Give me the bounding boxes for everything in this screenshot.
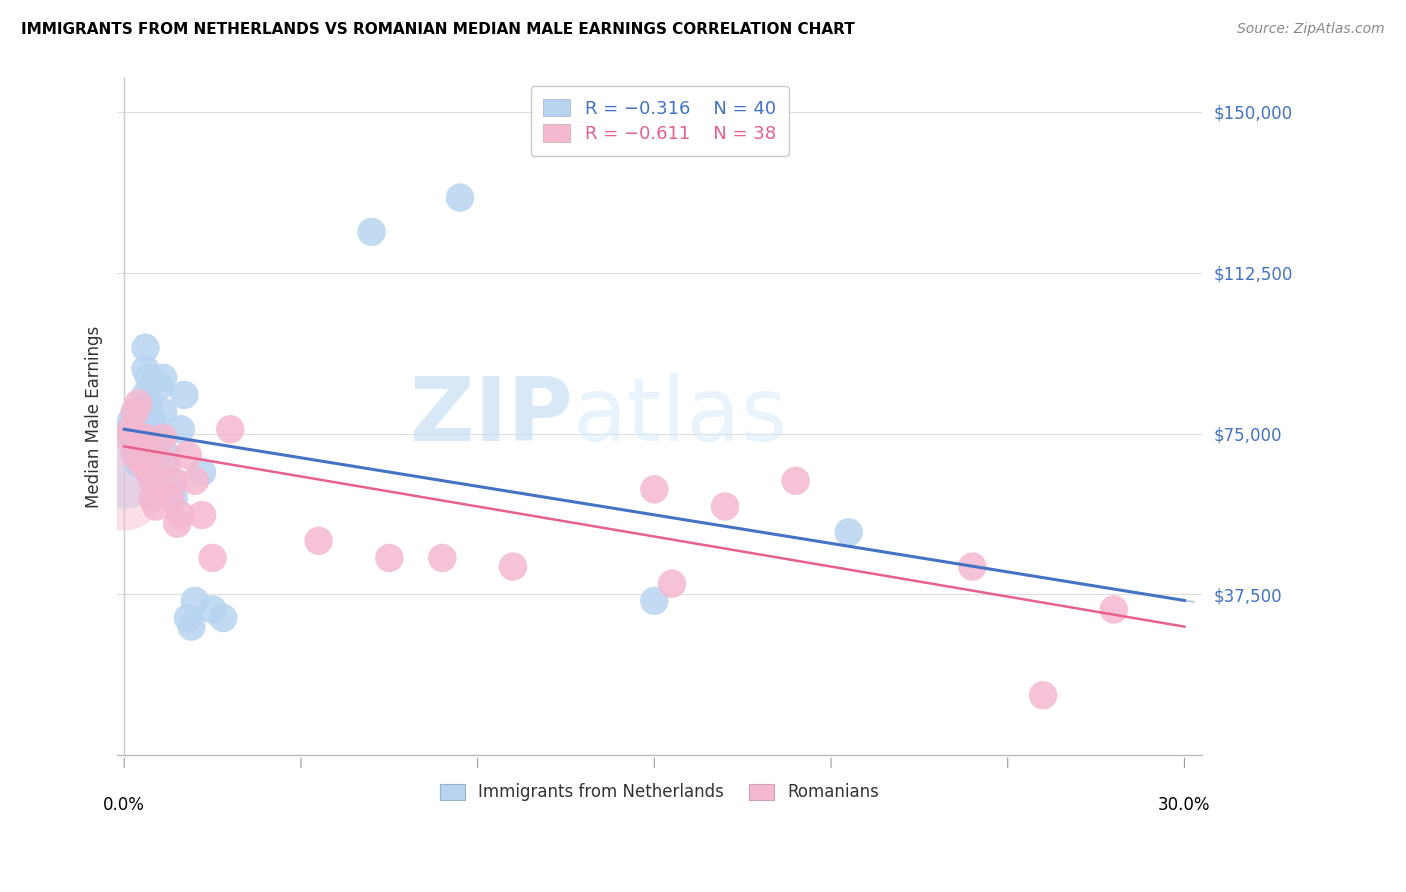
Point [360, 225, 382, 239]
Point [1032, 688, 1054, 702]
Point [201, 602, 224, 616]
Point [661, 576, 683, 591]
Point [191, 508, 214, 522]
Legend: Immigrants from Netherlands, Romanians: Immigrants from Netherlands, Romanians [433, 777, 886, 808]
Point [163, 474, 186, 488]
Text: 30.0%: 30.0% [1159, 796, 1211, 814]
Point [127, 396, 149, 410]
Point [145, 500, 167, 514]
Point [120, 414, 142, 428]
Point [141, 474, 163, 488]
Point [124, 405, 146, 419]
Point [138, 448, 160, 462]
Point [131, 435, 153, 450]
Y-axis label: Median Male Earnings: Median Male Earnings [86, 326, 103, 508]
Point [117, 431, 139, 445]
Point [502, 559, 524, 574]
Text: 0.0%: 0.0% [103, 796, 145, 814]
Point [112, 483, 135, 497]
Point [170, 422, 193, 436]
Point [378, 551, 401, 566]
Point [149, 379, 172, 393]
Point [134, 388, 156, 402]
Point [152, 371, 174, 385]
Point [112, 457, 135, 471]
Point [127, 414, 149, 428]
Point [152, 431, 174, 445]
Point [177, 448, 200, 462]
Point [141, 491, 163, 505]
Point [131, 422, 153, 436]
Point [120, 431, 142, 445]
Point [785, 474, 807, 488]
Point [156, 457, 179, 471]
Point [163, 491, 186, 505]
Point [838, 525, 860, 540]
Point [184, 594, 207, 608]
Point [173, 388, 195, 402]
Point [127, 457, 149, 471]
Point [131, 457, 153, 471]
Point [117, 426, 139, 441]
Point [131, 448, 153, 462]
Point [643, 594, 665, 608]
Point [166, 516, 188, 531]
Point [145, 483, 167, 497]
Point [138, 465, 160, 479]
Point [127, 431, 149, 445]
Point [120, 422, 142, 436]
Point [134, 431, 156, 445]
Point [449, 190, 471, 204]
Point [962, 559, 984, 574]
Text: IMMIGRANTS FROM NETHERLANDS VS ROMANIAN MEDIAN MALE EARNINGS CORRELATION CHART: IMMIGRANTS FROM NETHERLANDS VS ROMANIAN … [21, 22, 855, 37]
Point [177, 611, 200, 625]
Point [131, 439, 153, 453]
Point [152, 405, 174, 419]
Text: Source: ZipAtlas.com: Source: ZipAtlas.com [1237, 22, 1385, 37]
Point [156, 448, 179, 462]
Point [159, 491, 181, 505]
Point [212, 611, 235, 625]
Point [134, 362, 156, 376]
Point [134, 457, 156, 471]
Point [134, 457, 156, 471]
Point [191, 465, 214, 479]
Point [131, 405, 153, 419]
Point [170, 508, 193, 522]
Point [149, 483, 172, 497]
Point [201, 551, 224, 566]
Text: atlas: atlas [572, 373, 787, 460]
Point [138, 371, 160, 385]
Point [308, 533, 330, 548]
Point [124, 405, 146, 419]
Point [134, 341, 156, 355]
Point [145, 431, 167, 445]
Point [124, 448, 146, 462]
Point [184, 474, 207, 488]
Point [141, 414, 163, 428]
Point [141, 448, 163, 462]
Text: ZIP: ZIP [411, 373, 572, 460]
Point [124, 439, 146, 453]
Point [159, 474, 181, 488]
Point [643, 483, 665, 497]
Point [432, 551, 454, 566]
Point [180, 620, 202, 634]
Point [138, 396, 160, 410]
Point [219, 422, 242, 436]
Point [1102, 602, 1125, 616]
Point [714, 500, 737, 514]
Point [127, 431, 149, 445]
